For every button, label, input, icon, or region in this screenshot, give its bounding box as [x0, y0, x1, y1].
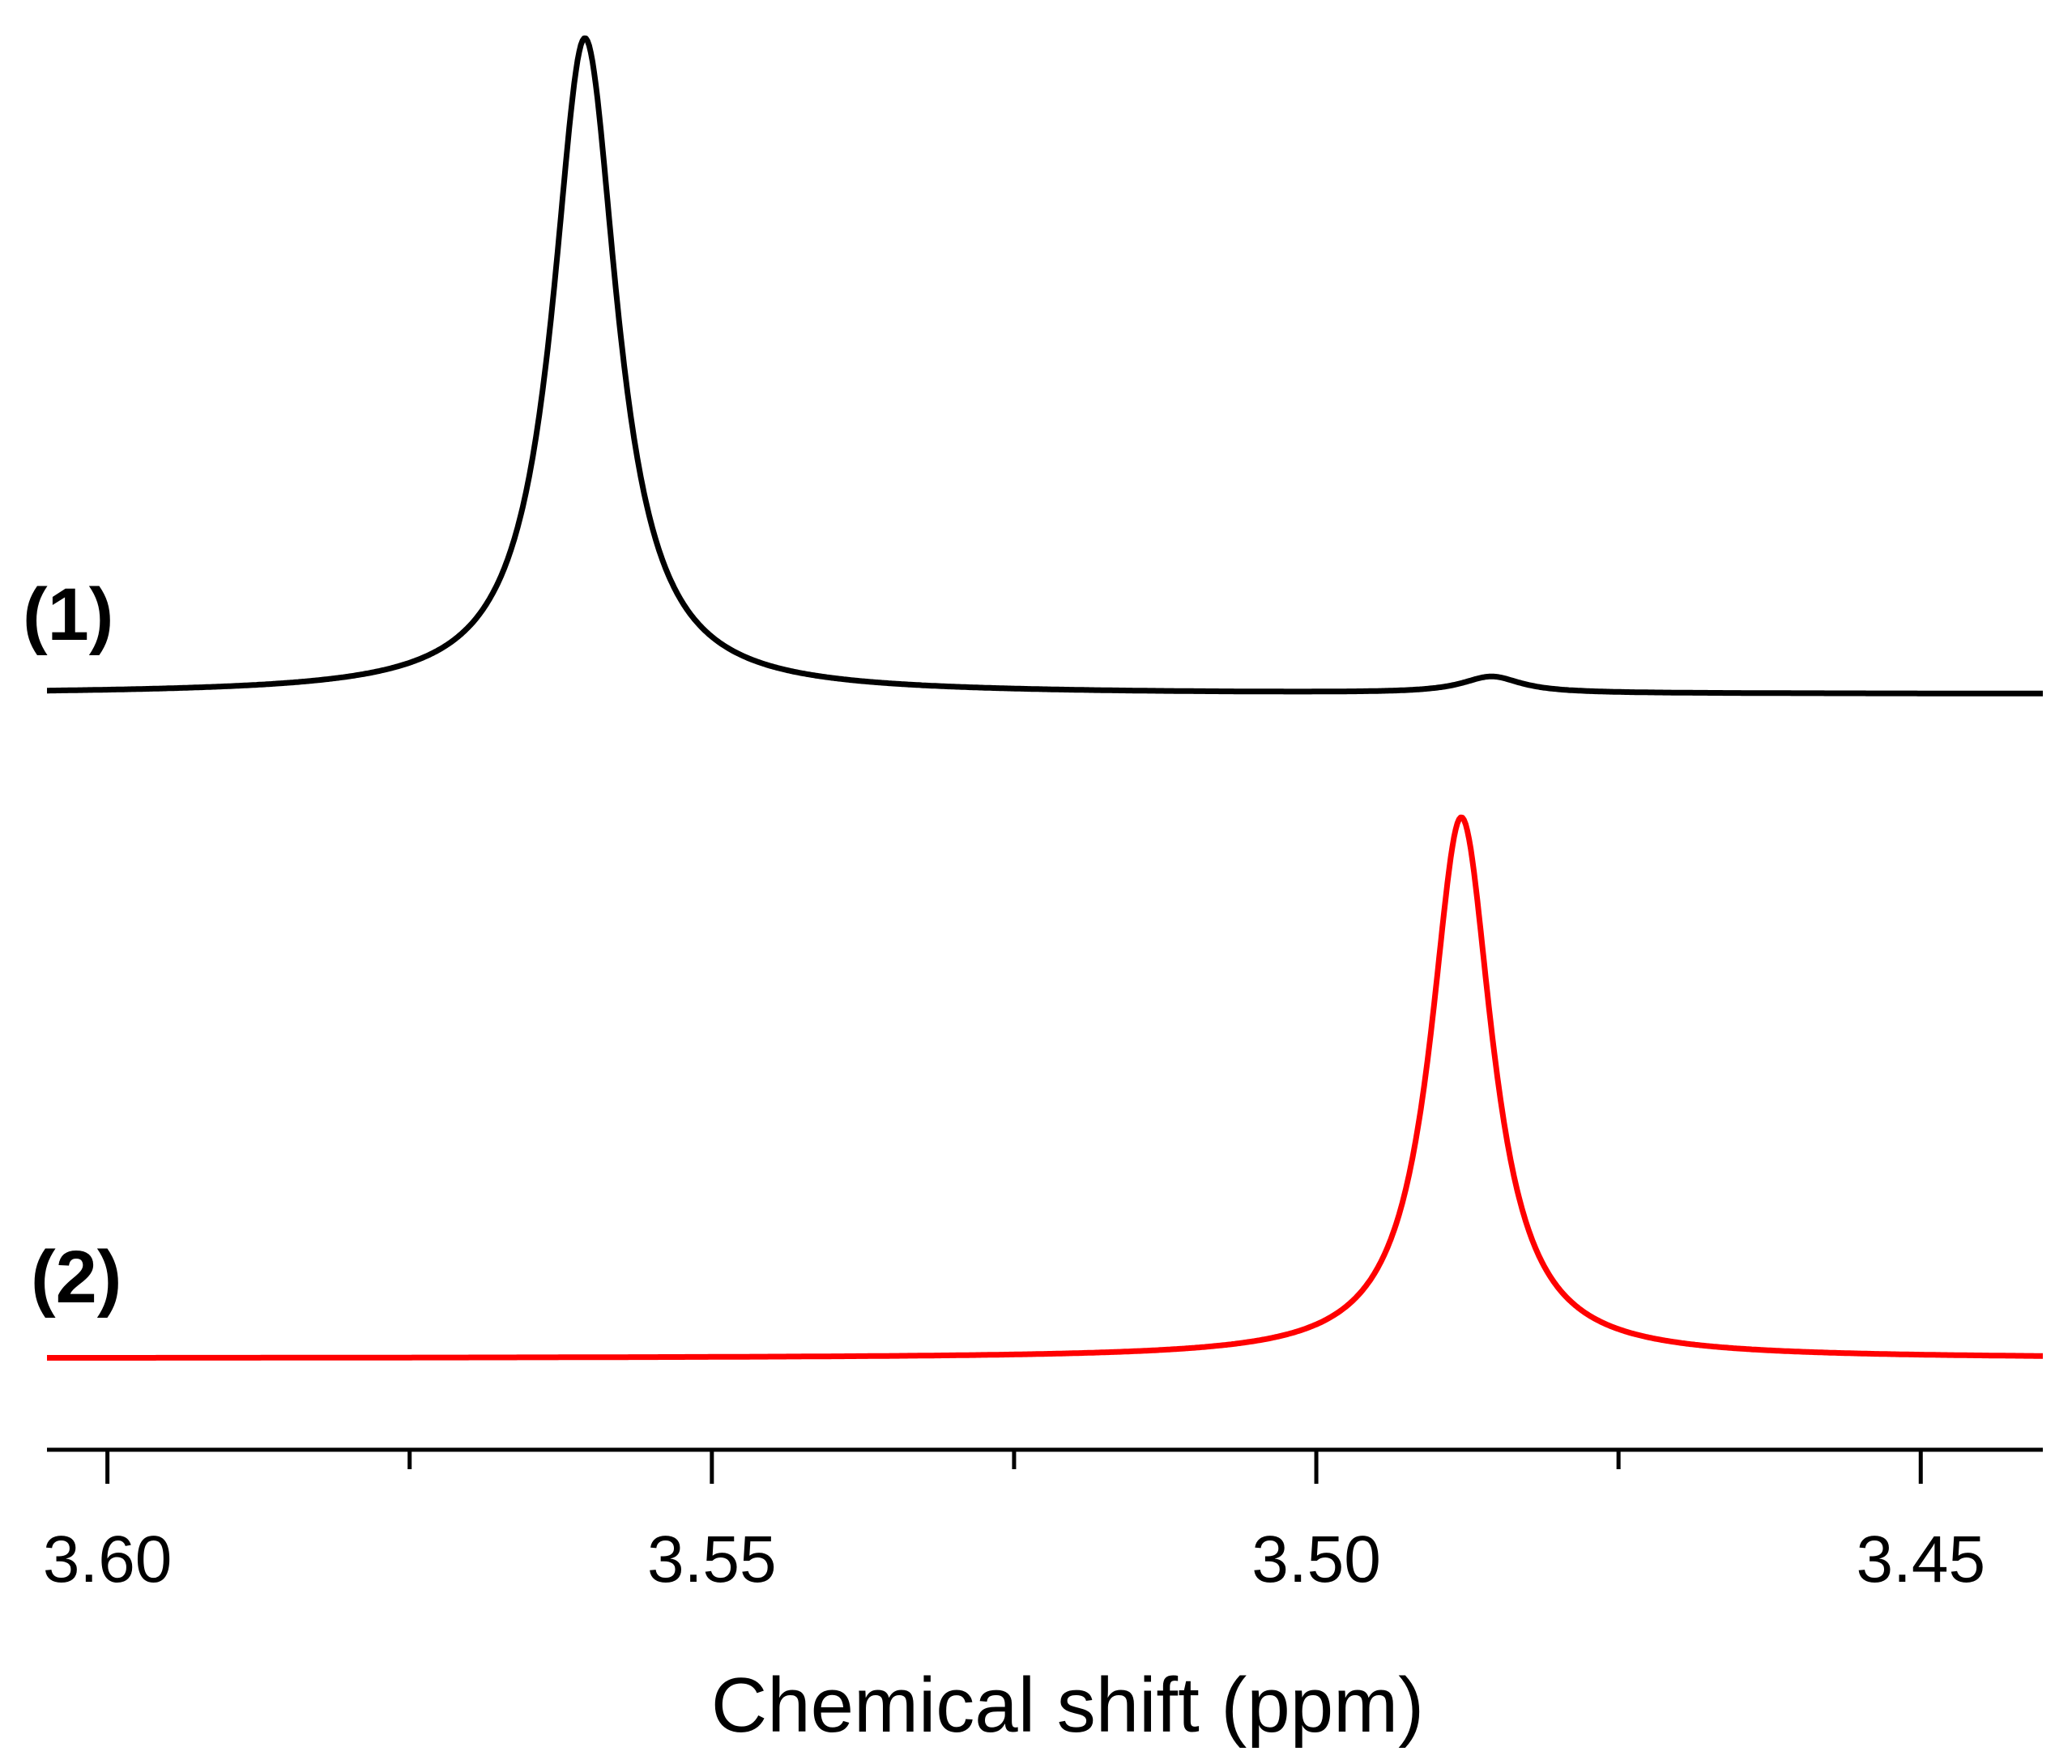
x-tick-label: 3.45	[1856, 1523, 1985, 1596]
x-axis-title: Chemical shift (ppm)	[711, 1662, 1424, 1749]
x-axis-ticks: 3.60 3.55 3.50 3.45	[43, 1450, 1985, 1596]
trace-label-1: (1)	[23, 573, 113, 656]
x-tick-label: 3.50	[1251, 1523, 1381, 1596]
x-tick-label: 3.55	[647, 1523, 777, 1596]
spectrum-trace-1	[45, 35, 2044, 697]
trace-label-2: (2)	[31, 1236, 122, 1319]
spectrum-trace-2	[45, 814, 2044, 1361]
x-tick-label: 3.60	[43, 1523, 173, 1596]
